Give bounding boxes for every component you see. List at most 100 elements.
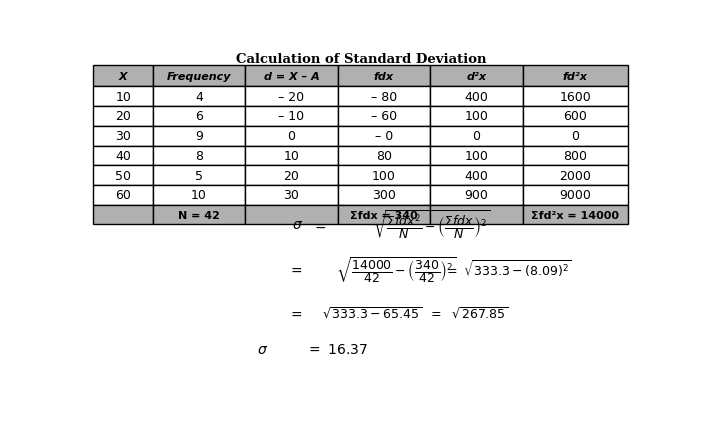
Bar [338, 127, 430, 146]
Text: N = 42: N = 42 [178, 210, 220, 220]
Text: – 60: – 60 [371, 110, 397, 123]
Bar [94, 87, 153, 107]
Text: 2000: 2000 [560, 169, 591, 182]
Text: $=$: $=$ [288, 262, 303, 276]
Text: 4: 4 [195, 91, 203, 104]
Bar [94, 166, 153, 186]
Bar [338, 87, 430, 107]
Bar [430, 146, 522, 166]
Text: 0: 0 [287, 130, 296, 143]
Bar [153, 66, 245, 87]
Bar [94, 146, 153, 166]
Text: d = X – A: d = X – A [263, 72, 320, 81]
Bar [522, 66, 628, 87]
Bar [430, 186, 522, 205]
Bar [522, 107, 628, 127]
Bar [245, 127, 338, 146]
Text: 80: 80 [376, 150, 392, 163]
Text: 0: 0 [572, 130, 579, 143]
Bar [153, 186, 245, 205]
Text: 30: 30 [284, 189, 299, 202]
Text: Frequency: Frequency [167, 72, 232, 81]
Bar [522, 205, 628, 225]
Bar [430, 166, 522, 186]
Text: $\sigma$: $\sigma$ [257, 343, 268, 357]
Text: 20: 20 [115, 110, 131, 123]
Text: – 80: – 80 [371, 91, 397, 104]
Bar [245, 87, 338, 107]
Bar [153, 87, 245, 107]
Bar [245, 205, 338, 225]
Bar [430, 66, 522, 87]
Bar [522, 87, 628, 107]
Text: $=\ \sqrt{333.3-(8.09)^{2}}$: $=\ \sqrt{333.3-(8.09)^{2}}$ [444, 259, 572, 280]
Text: $=$: $=$ [288, 307, 303, 320]
Text: 10: 10 [284, 150, 299, 163]
Bar [522, 146, 628, 166]
Bar [430, 87, 522, 107]
Bar [94, 66, 153, 87]
Text: 50: 50 [115, 169, 131, 182]
Text: $\sigma$: $\sigma$ [292, 218, 303, 232]
Bar [338, 107, 430, 127]
Text: 10: 10 [191, 189, 207, 202]
Bar [245, 186, 338, 205]
Text: 900: 900 [465, 189, 489, 202]
Text: 60: 60 [115, 189, 131, 202]
Text: 300: 300 [372, 189, 396, 202]
Bar [338, 166, 430, 186]
Bar [94, 186, 153, 205]
Text: 400: 400 [465, 91, 489, 104]
Text: 8: 8 [195, 150, 203, 163]
Bar [522, 127, 628, 146]
Bar [522, 166, 628, 186]
Text: 20: 20 [284, 169, 299, 182]
Text: – 20: – 20 [278, 91, 305, 104]
Bar [338, 146, 430, 166]
Bar [153, 205, 245, 225]
Bar [153, 146, 245, 166]
Text: d²x: d²x [466, 72, 486, 81]
Bar [94, 205, 153, 225]
Text: 10: 10 [115, 91, 131, 104]
Bar [522, 186, 628, 205]
Text: $\sqrt{\dfrac{14000}{42}-\left(\dfrac{340}{42}\right)^{2}}$: $\sqrt{\dfrac{14000}{42}-\left(\dfrac{34… [337, 254, 456, 284]
Text: $=$: $=$ [313, 218, 327, 232]
Bar [430, 127, 522, 146]
Text: 9: 9 [195, 130, 203, 143]
Text: 100: 100 [465, 110, 489, 123]
Bar [153, 107, 245, 127]
Bar [153, 127, 245, 146]
Text: $\sqrt{\dfrac{\Sigma fdx^{2}}{N}-\left(\dfrac{\Sigma fdx}{N}\right)^{2}}$: $\sqrt{\dfrac{\Sigma fdx^{2}}{N}-\left(\… [373, 208, 490, 242]
Bar [153, 166, 245, 186]
Text: Σfdx = 340: Σfdx = 340 [350, 210, 417, 220]
Bar [245, 166, 338, 186]
Bar [245, 66, 338, 87]
Bar [430, 205, 522, 225]
Text: 100: 100 [372, 169, 396, 182]
Text: $\sqrt{333.3-65.45}\ \ =\ \ \sqrt{267.85}$: $\sqrt{333.3-65.45}\ \ =\ \ \sqrt{267.85… [322, 306, 508, 321]
Text: $=\ 16.37$: $=\ 16.37$ [306, 343, 368, 357]
Text: 100: 100 [465, 150, 489, 163]
Text: 400: 400 [465, 169, 489, 182]
Text: 1600: 1600 [560, 91, 591, 104]
Text: 800: 800 [563, 150, 587, 163]
Bar [245, 146, 338, 166]
Bar [94, 107, 153, 127]
Text: 600: 600 [563, 110, 587, 123]
Text: 0: 0 [472, 130, 480, 143]
Bar [430, 107, 522, 127]
Text: – 10: – 10 [278, 110, 305, 123]
Text: 5: 5 [195, 169, 203, 182]
Text: X: X [119, 72, 127, 81]
Text: 30: 30 [115, 130, 131, 143]
Text: 6: 6 [195, 110, 203, 123]
Text: 40: 40 [115, 150, 131, 163]
Text: fd²x: fd²x [563, 72, 588, 81]
Bar [338, 66, 430, 87]
Text: Σfd²x = 14000: Σfd²x = 14000 [532, 210, 620, 220]
Text: fdx: fdx [374, 72, 394, 81]
Text: 9000: 9000 [560, 189, 591, 202]
Bar [245, 107, 338, 127]
Text: Calculation of Standard Deviation: Calculation of Standard Deviation [236, 53, 486, 66]
